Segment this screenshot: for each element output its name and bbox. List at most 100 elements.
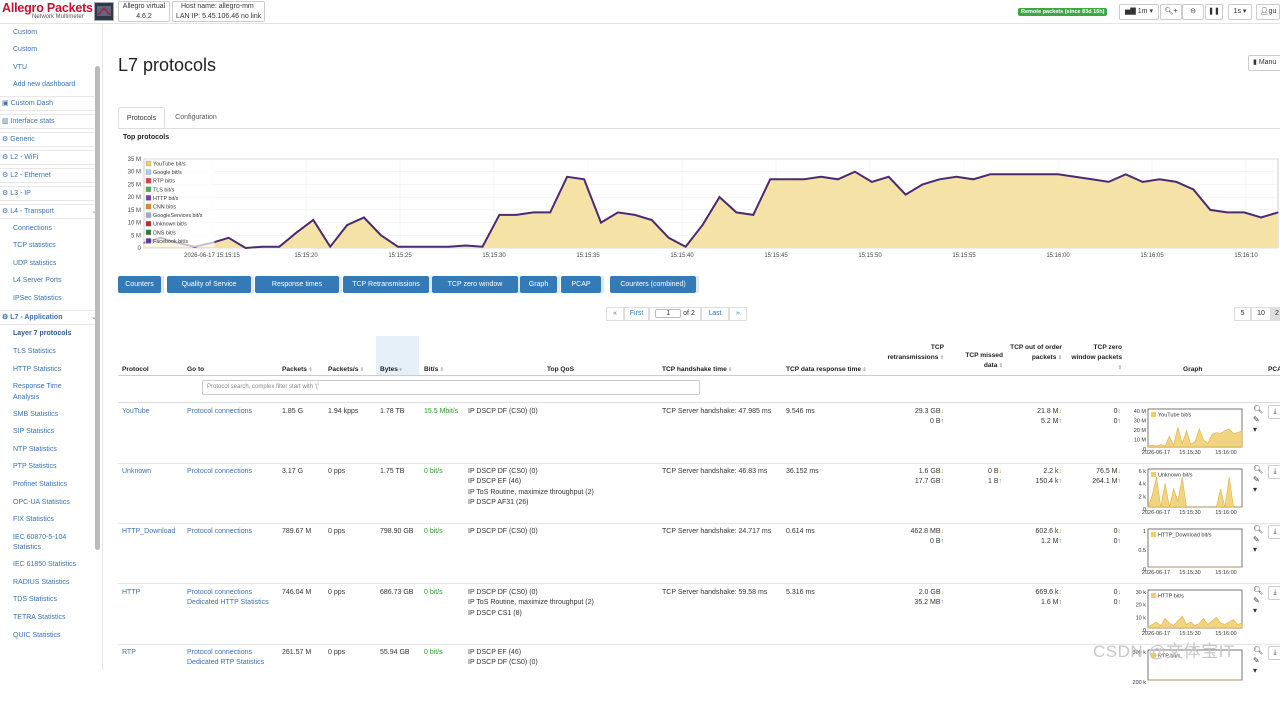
toolbar-button-tcp-retransmissions[interactable]: TCP Retransmissions	[343, 276, 432, 293]
column-header-ooo[interactable]: TCP out of order packets ⇕	[1010, 343, 1062, 363]
sidebar-item-l4-transport[interactable]: ⚙ L4 - Transport ⌄	[2, 207, 97, 215]
sidebar-item-http-statistics[interactable]: HTTP Statistics	[13, 366, 102, 373]
column-header-pcap[interactable]: PCA	[1268, 365, 1280, 375]
pause-button[interactable]: ❚❚	[1205, 4, 1223, 20]
device-icon[interactable]	[94, 2, 114, 21]
protocol-link[interactable]: HTTP_Download	[122, 528, 176, 535]
zoom-out-button[interactable]: ⊖	[1182, 4, 1204, 20]
magnifier-icon[interactable]: 🔍︎	[1253, 525, 1264, 534]
goto-link[interactable]: Protocol connections	[187, 649, 252, 656]
goto-link[interactable]: Dedicated HTTP Statistics	[187, 599, 269, 606]
sparkline-chart[interactable]: 6 k 4 k 2 k 0 Unknown bit/s 2026-06-17 15:15:3…	[1128, 465, 1246, 521]
sidebar-item-add-new-dashboard[interactable]: Add new dashboard	[13, 81, 102, 88]
toolbar-button-graph[interactable]: Graph	[520, 276, 560, 293]
sidebar-item-analysis[interactable]: Analysis	[13, 394, 102, 401]
magnifier-icon[interactable]: 🔍︎	[1253, 465, 1264, 474]
sidebar-item-tds-statistics[interactable]: TDS Statistics	[13, 596, 102, 603]
sidebar-item-generic[interactable]: ⚙ Generic‹	[2, 135, 97, 143]
goto-link[interactable]: Protocol connections	[187, 468, 252, 475]
page-number-input[interactable]: 1	[655, 309, 682, 318]
page-size-10[interactable]: 10	[1251, 307, 1271, 321]
pagination-last[interactable]: Last	[701, 307, 729, 321]
column-header-goto[interactable]: Go to	[187, 365, 227, 375]
column-header-packets[interactable]: Packets ⇕	[282, 365, 322, 376]
caret-down-icon[interactable]: ▾	[1253, 425, 1258, 434]
toolbar-button-quality-of-service[interactable]: Quality of Service	[167, 276, 254, 293]
download-pcap-button[interactable]: ⤓	[1268, 405, 1280, 419]
manual-button[interactable]: ▮ Manu	[1248, 55, 1280, 71]
sidebar-item-connections[interactable]: Connections	[13, 225, 102, 232]
caret-down-icon[interactable]: ▾	[1253, 545, 1258, 554]
caret-down-icon[interactable]: ▾	[1253, 606, 1258, 615]
download-pcap-button[interactable]: ⤓	[1268, 586, 1280, 600]
sidebar-item-profinet-statistics[interactable]: Profinet Statistics	[13, 481, 102, 488]
caret-down-icon[interactable]: ▾	[1253, 485, 1258, 494]
sidebar-item-l2-wifi[interactable]: ⚙ L2 - WiFi‹	[2, 153, 97, 161]
sparkline-chart[interactable]: 30 k 20 k 10 k 0 HTTP bit/s 2026-06-17 15:15:3…	[1128, 586, 1246, 642]
column-header-handshake[interactable]: TCP handshake time ⇕	[662, 365, 752, 376]
download-pcap-button[interactable]: ⤓	[1268, 646, 1280, 660]
column-header-graph[interactable]: Graph	[1183, 365, 1213, 375]
sidebar-item-ptp-statistics[interactable]: PTP Statistics	[13, 463, 102, 470]
pagination-first[interactable]: First	[624, 307, 649, 321]
protocol-search-input[interactable]: Protocol search, complex filter start wi…	[202, 380, 700, 395]
column-header-data_resp[interactable]: TCP data response time ⇕	[786, 365, 886, 376]
toolbar-button-tcp-zero-window[interactable]: TCP zero window	[432, 276, 521, 293]
sparkline-chart[interactable]: 40 M 30 M 20 M 10 M 0 YouTube bit/s 2026-06-17…	[1128, 405, 1246, 461]
pagination-prev[interactable]: «	[606, 307, 624, 321]
zoom-in-button[interactable]: 🔍︎+	[1160, 4, 1182, 20]
magnifier-icon[interactable]: 🔍︎	[1253, 405, 1264, 414]
sidebar-item-opc-ua-statistics[interactable]: OPC-UA Statistics	[13, 499, 102, 506]
sidebar-item-fix-statistics[interactable]: FIX Statistics	[13, 516, 102, 523]
pencil-icon[interactable]: ✎	[1253, 656, 1260, 665]
sidebar-item-vtu[interactable]: VTU	[13, 64, 102, 71]
sidebar-item-tls-statistics[interactable]: TLS Statistics	[13, 348, 102, 355]
pencil-icon[interactable]: ✎	[1253, 415, 1260, 424]
pencil-icon[interactable]: ✎	[1253, 475, 1260, 484]
protocol-link[interactable]: HTTP	[122, 589, 141, 596]
column-header-missed[interactable]: TCP missed data ⇕	[956, 351, 1003, 371]
magnifier-icon[interactable]: 🔍︎	[1253, 586, 1264, 595]
sidebar-item-tcp-statistics[interactable]: TCP statistics	[13, 242, 102, 249]
goto-link[interactable]: Protocol connections	[187, 589, 252, 596]
column-header-qos[interactable]: Top QoS	[547, 365, 587, 375]
toolbar-button-response-times[interactable]: Response times	[255, 276, 342, 293]
tab-configuration[interactable]: Configuration	[175, 114, 217, 121]
column-header-packets_s[interactable]: Packets/s ⇕	[328, 365, 368, 376]
sidebar-item-tetra-statistics[interactable]: TETRA Statistics	[13, 614, 102, 621]
sidebar-item-l3-ip[interactable]: ⚙ L3 - IP‹	[2, 189, 97, 197]
sidebar-item-quic-statistics[interactable]: QUIC Statistics	[13, 632, 102, 639]
pencil-icon[interactable]: ✎	[1253, 596, 1260, 605]
protocol-link[interactable]: YouTube	[122, 408, 150, 415]
download-pcap-button[interactable]: ⤓	[1268, 465, 1280, 479]
sidebar-item-iec-61850-statistics[interactable]: IEC 61850 Statistics	[13, 561, 102, 568]
column-header-protocol[interactable]: Protocol	[122, 365, 162, 375]
sidebar-item-smb-statistics[interactable]: SMB Statistics	[13, 411, 102, 418]
sidebar-item-l4-server-ports[interactable]: L4 Server Ports	[13, 277, 102, 284]
page-size-5[interactable]: 5	[1234, 307, 1251, 321]
sidebar-item-statistics[interactable]: Statistics	[13, 544, 102, 551]
column-header-zero[interactable]: TCP zero window packets ⇕	[1070, 343, 1122, 374]
sparkline-chart[interactable]: 1 0.5 0 HTTP_Download bit/s 2026-06-17 15:15:…	[1128, 525, 1246, 581]
sidebar-item-iec-60870-5-104[interactable]: IEC 60870-5-104	[13, 534, 102, 541]
page-size-active[interactable]: 2	[1271, 307, 1280, 321]
column-header-retrans[interactable]: TCP retransmissions ⇕	[880, 343, 944, 363]
sidebar-item-l7-application[interactable]: ⚙ L7 - Application ⌄	[2, 313, 97, 321]
sidebar-item-ipsec-statistics[interactable]: IPSec Statistics	[13, 295, 102, 302]
user-menu[interactable]: 👤︎gu	[1256, 4, 1280, 20]
sidebar-item-custom[interactable]: Custom	[13, 46, 102, 53]
goto-link[interactable]: Protocol connections	[187, 408, 252, 415]
tab-protocols[interactable]: Protocols	[118, 107, 165, 128]
toolbar-button-counters-combined-[interactable]: Counters (combined)	[610, 276, 699, 293]
sidebar-scrollbar[interactable]	[95, 66, 100, 550]
column-header-bits[interactable]: Bit/s ⇕	[424, 365, 464, 376]
toolbar-button-counters[interactable]: Counters	[118, 276, 164, 293]
magnifier-icon[interactable]: 🔍︎	[1253, 646, 1264, 655]
pencil-icon[interactable]: ✎	[1253, 535, 1260, 544]
protocol-link[interactable]: RTP	[122, 649, 136, 656]
sidebar-item-ntp-statistics[interactable]: NTP Statistics	[13, 446, 102, 453]
pagination-next[interactable]: »	[729, 307, 747, 321]
download-pcap-button[interactable]: ⤓	[1268, 525, 1280, 539]
protocol-link[interactable]: Unknown	[122, 468, 152, 475]
logo[interactable]: Allegro Packets Network Multimeter	[0, 0, 93, 24]
